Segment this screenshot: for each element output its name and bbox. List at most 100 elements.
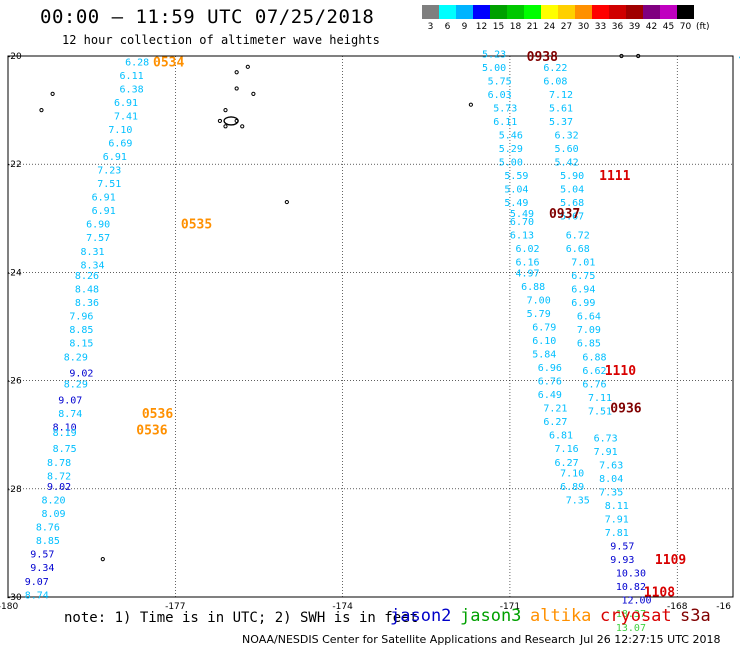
swh-value: 7.21 xyxy=(543,404,567,415)
legend-swatch xyxy=(490,5,507,19)
legend-label: 24 xyxy=(543,22,556,32)
track-time-label: 0536 xyxy=(142,407,173,422)
swh-value: 6.38 xyxy=(120,84,144,95)
swh-value: 6.49 xyxy=(538,390,562,401)
swh-value: 7.91 xyxy=(594,447,618,458)
island-marker xyxy=(619,53,624,59)
legend-label: 39 xyxy=(628,22,641,32)
swh-value: 7.41 xyxy=(114,112,138,123)
swh-value: 5.29 xyxy=(499,144,523,155)
swh-value: 8.36 xyxy=(75,298,99,309)
swh-value: 6.11 xyxy=(120,71,144,82)
swh-value: 7.01 xyxy=(571,258,595,269)
swh-value: 9.93 xyxy=(610,555,634,566)
island-marker xyxy=(223,124,228,129)
swh-value: 8.85 xyxy=(36,536,60,547)
swh-value: 7.35 xyxy=(566,496,590,507)
swh-value: 6.79 xyxy=(532,323,556,334)
track-time-label: 1109 xyxy=(655,553,686,568)
swh-value: 5.59 xyxy=(504,171,528,182)
swh-value: 6.08 xyxy=(543,76,567,87)
swh-value: 7.96 xyxy=(69,312,93,323)
legend-label: 15 xyxy=(492,22,505,32)
swh-value: 5.00 xyxy=(499,157,523,168)
legend-swatch xyxy=(507,5,524,19)
swh-value: 8.19 xyxy=(53,428,77,439)
island-marker xyxy=(240,124,245,129)
tongatapu-outline xyxy=(223,116,239,126)
swh-value: 6.91 xyxy=(92,206,116,217)
swh-value: 6.72 xyxy=(566,231,590,242)
credit-line: NOAA/NESDIS Center for Satellite Applica… xyxy=(242,633,576,646)
x-tick-label: -168 xyxy=(667,602,688,612)
swh-value: 5.84 xyxy=(532,350,556,361)
legend-altika: altika xyxy=(530,606,592,626)
island-marker xyxy=(234,70,239,75)
swh-value: 7.00 xyxy=(527,295,551,306)
swh-value: 12.00 xyxy=(621,596,651,607)
swh-value: 6.75 xyxy=(571,271,595,282)
legend-label: 6 xyxy=(444,22,451,32)
swh-value: 6.69 xyxy=(108,139,132,150)
swh-value: 4.34 xyxy=(739,52,740,63)
swh-value: 6.28 xyxy=(125,57,149,68)
swh-value: 5.49 xyxy=(510,209,534,220)
swh-value: 6.76 xyxy=(538,377,562,388)
track-time-label: 0937 xyxy=(549,207,580,222)
generated-timestamp: Jul 26 12:27:15 UTC 2018 xyxy=(580,633,721,646)
swh-value: 6.85 xyxy=(577,339,601,350)
swh-value: 7.09 xyxy=(577,325,601,336)
swh-value: 8.75 xyxy=(53,444,77,455)
island-marker xyxy=(223,108,228,113)
swh-value: 6.90 xyxy=(86,220,110,231)
swh-value: 6.11 xyxy=(493,117,517,128)
swh-value: 5.00 xyxy=(482,63,506,74)
y-tick-label: -26 xyxy=(7,377,22,387)
swh-value: 8.74 xyxy=(25,590,49,601)
swh-value: 5.49 xyxy=(504,198,528,209)
swh-value: 5.42 xyxy=(555,157,579,168)
track-time-label: 0936 xyxy=(610,402,641,417)
legend-cryosat: cryosat xyxy=(600,606,672,626)
swh-value: 6.91 xyxy=(103,152,127,163)
y-tick-label: -24 xyxy=(7,268,22,278)
island-marker xyxy=(245,64,250,69)
swh-value: 5.79 xyxy=(527,309,551,320)
island-marker xyxy=(39,108,44,113)
swh-value: 8.72 xyxy=(47,471,71,482)
y-tick-label: -20 xyxy=(7,52,22,62)
legend-jason3: jason3 xyxy=(460,606,522,626)
swh-value: 5.67 xyxy=(560,212,584,223)
swh-value: 8.11 xyxy=(605,501,629,512)
legend-label: 12 xyxy=(475,22,488,32)
swh-value: 9.02 xyxy=(69,368,93,379)
swh-value: 5.37 xyxy=(549,117,573,128)
track-time-label: 1108 xyxy=(644,586,675,601)
swh-value: 5.23 xyxy=(482,49,506,60)
swh-value: 6.73 xyxy=(594,433,618,444)
legend-label: 45 xyxy=(662,22,675,32)
swh-value: 9.57 xyxy=(610,542,634,553)
island-marker xyxy=(284,199,289,205)
legend-label: 33 xyxy=(594,22,607,32)
swh-value: 6.16 xyxy=(516,258,540,269)
legend-swatch xyxy=(575,5,592,19)
swh-value: 6.62 xyxy=(582,366,606,377)
swh-value: 6.96 xyxy=(538,363,562,374)
swh-value: 7.63 xyxy=(599,460,623,471)
legend-s3a: s3a xyxy=(680,606,711,626)
swh-value: 6.02 xyxy=(516,244,540,255)
island-marker xyxy=(217,118,223,124)
swh-value: 8.29 xyxy=(64,379,88,390)
swh-value: 6.91 xyxy=(92,193,116,204)
swh-value: 7.57 xyxy=(86,233,110,244)
swh-value: 9.02 xyxy=(47,482,71,493)
legend-swatch xyxy=(524,5,541,19)
swh-value: 7.35 xyxy=(599,488,623,499)
swh-value: 8.34 xyxy=(81,260,105,271)
swh-value: 9.34 xyxy=(30,563,54,574)
track-time-label: 1110 xyxy=(605,364,636,379)
swh-value: 7.51 xyxy=(97,179,121,190)
swh-value: 7.12 xyxy=(549,90,573,101)
